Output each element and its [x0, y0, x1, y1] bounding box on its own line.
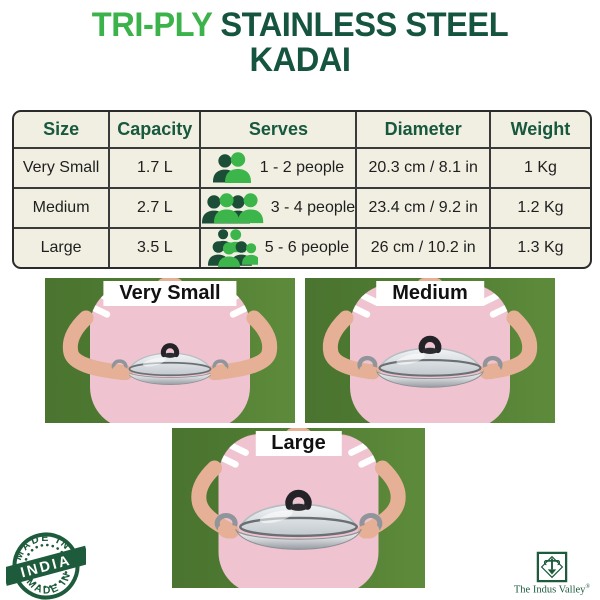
table-row-3-diameter: 26 cm / 10.2 in: [357, 229, 489, 267]
serves-label: 1 - 2 people: [259, 159, 345, 176]
size-spec-table: Size Capacity Serves Diameter Weight Ver…: [12, 110, 592, 269]
table-row-1-diameter: 20.3 cm / 8.1 in: [357, 149, 489, 187]
page-title: TRI-PLY STAINLESS STEEL KADAI: [0, 6, 600, 80]
serves-label: 3 - 4 people: [270, 199, 356, 216]
table-row-3-size: Large: [14, 229, 109, 267]
product-photo-medium: Medium: [305, 278, 555, 423]
people-group-icon: [212, 152, 251, 183]
table-row-2-diameter: 23.4 cm / 9.2 in: [357, 189, 489, 227]
people-group-icon: [201, 193, 263, 224]
table-row-2-size: Medium: [14, 189, 109, 227]
title-highlight: TRI-PLY: [91, 6, 212, 44]
indus-valley-logo-icon: [536, 551, 568, 582]
table-row-3-capacity: 3.5 L: [110, 229, 200, 267]
table-row-1-serves: 1 - 2 people: [201, 149, 356, 187]
col-header-diameter: Diameter: [357, 112, 489, 147]
table-row-2-weight: 1.2 Kg: [490, 189, 590, 227]
people-group-icon: [207, 229, 258, 267]
product-photo-large: Large: [172, 428, 425, 588]
photo-label-very-small: Very Small: [103, 281, 237, 306]
brand-trademark: ®: [585, 583, 590, 590]
table-row-2-serves: 3 - 4 people: [201, 189, 356, 227]
col-header-weight: Weight: [490, 112, 590, 147]
brand-name: The Indus Valley®: [514, 584, 590, 596]
table-row-1-weight: 1 Kg: [490, 149, 590, 187]
brand-name-text: The Indus Valley: [513, 584, 586, 595]
col-header-serves: Serves: [201, 112, 356, 147]
serves-label: 5 - 6 people: [264, 239, 350, 256]
table-row-1-size: Very Small: [14, 149, 109, 187]
col-header-size: Size: [14, 112, 109, 147]
title-line-2: KADAI: [249, 41, 351, 80]
made-in-india-stamp: MADE IN MADE IN INDIA: [2, 526, 90, 600]
table-row-3-weight: 1.3 Kg: [490, 229, 590, 267]
table-row-1-capacity: 1.7 L: [110, 149, 200, 187]
photo-label-large: Large: [255, 431, 342, 456]
brand-logo: The Indus Valley®: [514, 551, 590, 596]
photo-label-medium: Medium: [376, 281, 484, 306]
table-row-2-capacity: 2.7 L: [110, 189, 200, 227]
product-photo-very-small: Very Small: [45, 278, 295, 423]
title-rest: STAINLESS STEEL: [211, 6, 509, 44]
col-header-capacity: Capacity: [110, 112, 200, 147]
table-row-3-serves: 5 - 6 people: [201, 229, 356, 267]
made-in-india-stamp-icon: MADE IN MADE IN INDIA: [2, 526, 90, 600]
title-line-1: TRI-PLY STAINLESS STEEL: [12, 6, 588, 44]
